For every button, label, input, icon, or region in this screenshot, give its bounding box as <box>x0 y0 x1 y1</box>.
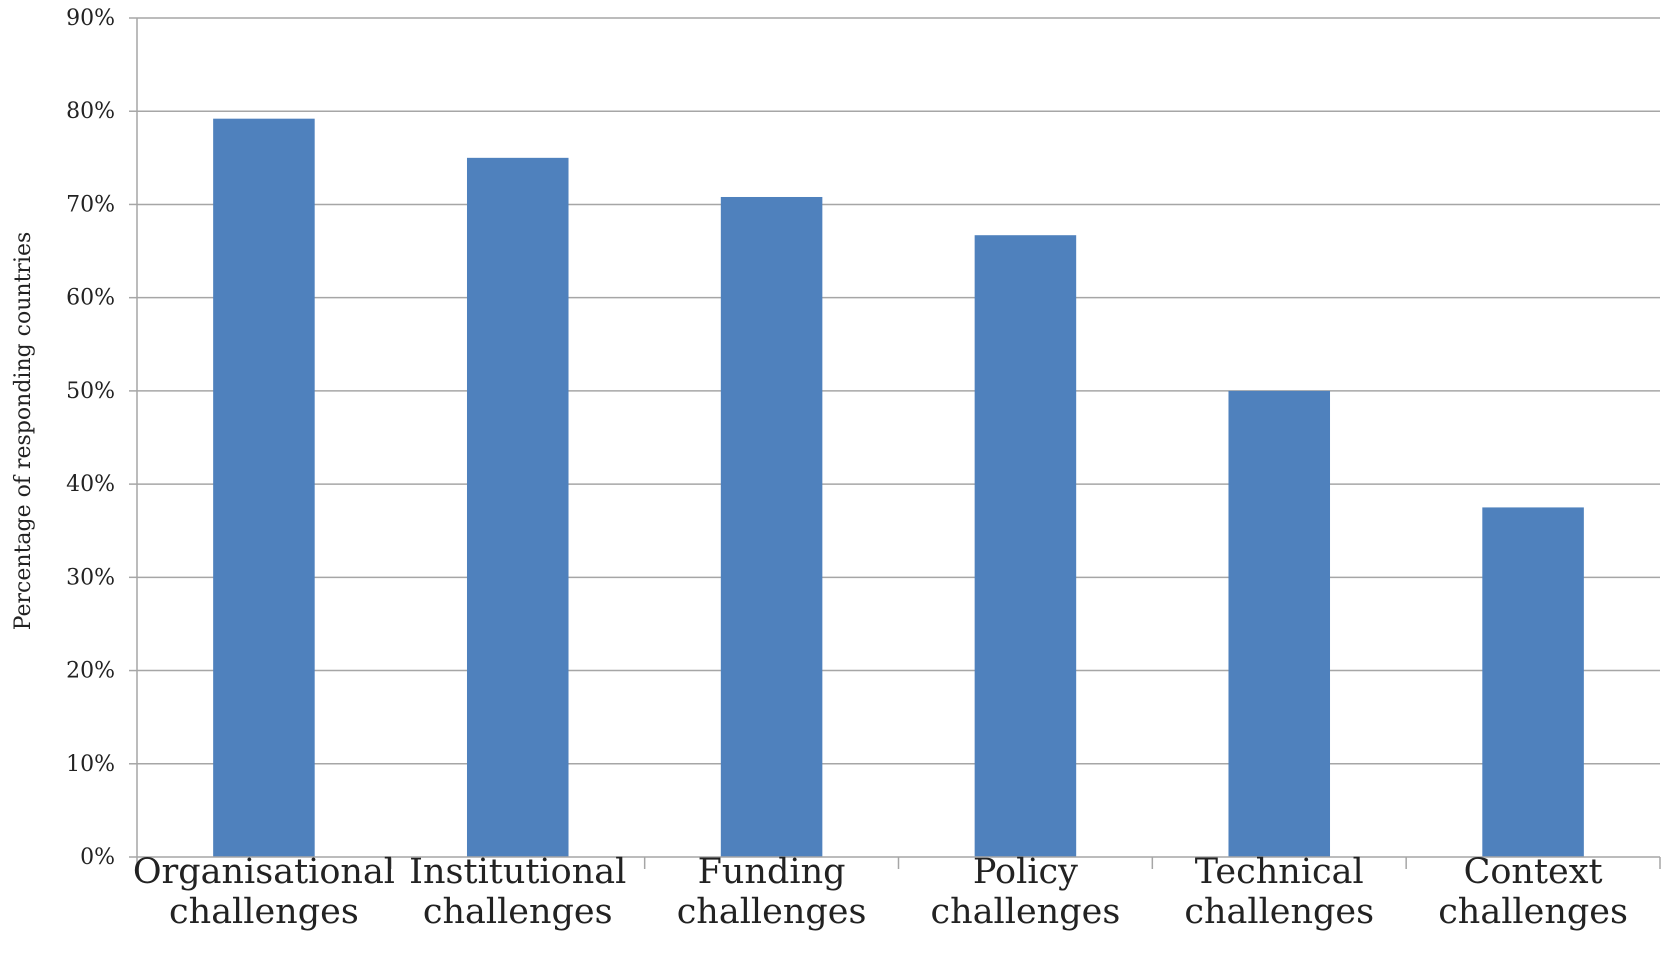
x-tick-label: Funding challenges <box>677 852 867 932</box>
x-tick-label-line: Technical <box>1195 852 1364 892</box>
x-tick-label: Technical challenges <box>1184 852 1374 932</box>
x-tick-label-line: Funding <box>698 852 846 892</box>
x-tick-label-line: challenges <box>1184 892 1374 932</box>
axes <box>129 17 1661 869</box>
x-tick-label: Organisational challenges <box>133 852 395 932</box>
bars <box>213 118 1584 858</box>
x-tick-label-line: challenges <box>931 892 1121 932</box>
y-tick-label: 40% <box>66 472 115 497</box>
y-tick-label: 90% <box>66 6 115 31</box>
y-tick-label: 70% <box>66 192 115 217</box>
y-tick-labels: 0% 10% 20% 30% 40% 50% 60% 70% 80% 90% <box>66 6 115 870</box>
bar <box>466 157 569 858</box>
y-tick-label: 80% <box>66 99 115 124</box>
x-tick-label-line: challenges <box>1438 892 1628 932</box>
bar <box>974 235 1077 858</box>
y-axis-label: Percentage of responding countries <box>11 232 36 631</box>
y-tick-label: 0% <box>80 845 115 870</box>
bar <box>213 118 315 858</box>
gridlines <box>137 17 1660 765</box>
y-tick-label: 20% <box>66 659 115 684</box>
x-tick-label-line: Institutional <box>409 852 626 892</box>
x-tick-label-line: challenges <box>677 892 867 932</box>
y-tick-label: 30% <box>66 565 115 590</box>
y-tick-label: 50% <box>66 379 115 404</box>
x-tick-label-line: Policy <box>973 852 1078 892</box>
x-tick-label: Institutional challenges <box>409 852 626 932</box>
y-tick-label: 60% <box>66 286 115 311</box>
x-tick-label: Policy challenges <box>931 852 1121 932</box>
x-tick-label-line: challenges <box>423 892 613 932</box>
x-tick-label: Context challenges <box>1438 852 1628 932</box>
bar <box>1228 390 1331 857</box>
y-tick-label: 10% <box>66 752 115 777</box>
x-tick-label-line: challenges <box>169 892 359 932</box>
x-tick-label-line: Organisational <box>133 852 395 892</box>
x-tick-label-line: Context <box>1464 852 1603 892</box>
bar <box>1482 507 1584 857</box>
bar <box>720 196 823 857</box>
